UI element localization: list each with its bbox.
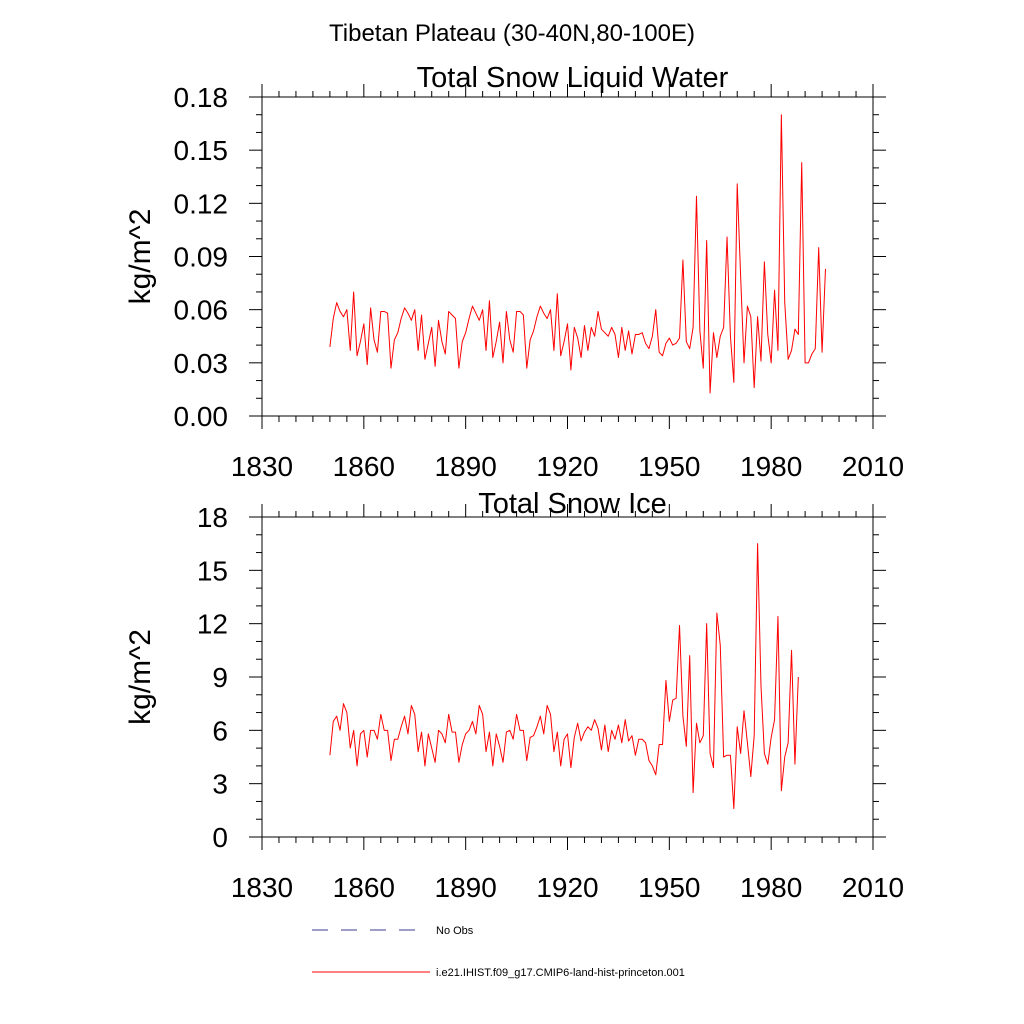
y-tick-label: 9 [212,662,228,693]
y-tick-label: 0.15 [174,135,229,166]
legend: No Obs i.e21.IHIST.f09_g17.CMIP6-land-hi… [312,925,685,979]
x-tick-label: 1860 [333,872,395,903]
panel-snow-liquid-water: 1830 1860 1890 1920 1950 1980 2010 0.00 0.03 0.06… [124,62,904,482]
x-tick-label: 2010 [842,872,904,903]
x-tick-label: 2010 [842,451,904,482]
x-tick-label: 1890 [435,872,497,903]
y-tick-label: 0 [212,822,228,853]
figure-title: Tibetan Plateau (30-40N,80-100E) [329,20,695,47]
y-tick-label: 0.00 [174,401,229,432]
x-tick-label: 1950 [638,872,700,903]
y-tick-label: 0.06 [174,295,229,326]
series-line-0 [329,543,799,810]
y-tick-label: 3 [212,769,228,800]
y-axis-label: kg/m^2 [124,209,157,305]
x-tick-label: 1980 [740,451,802,482]
panel-title: Total Snow Liquid Water [417,62,729,94]
y-tick-label: 0.18 [174,82,229,113]
y-tick-label: 15 [197,555,228,586]
legend-label-model: i.e21.IHIST.f09_g17.CMIP6-land-hist-prin… [436,967,685,979]
x-tick-label: 1920 [536,872,598,903]
y-tick-label: 12 [197,609,228,640]
y-tick-label: 0.09 [174,242,229,273]
y-tick-label: 0.12 [174,188,229,219]
x-tick-label: 1980 [740,872,802,903]
panel-snow-ice: 1830 1860 1890 1920 1950 1980 2010 0 3 6 9 12 15 18 To… [124,488,904,903]
panel-title: Total Snow Ice [478,488,667,520]
series-line-0 [329,114,826,394]
x-tick-label: 1830 [231,451,293,482]
y-tick-label: 6 [212,715,228,746]
x-tick-label: 1950 [638,451,700,482]
x-tick-label: 1890 [435,451,497,482]
x-tick-label: 1860 [333,451,395,482]
y-tick-label: 0.03 [174,348,229,379]
legend-label-no-obs: No Obs [436,925,474,937]
y-tick-label: 18 [197,502,228,533]
x-tick-label: 1920 [536,451,598,482]
x-tick-label: 1830 [231,872,293,903]
y-axis-label: kg/m^2 [124,629,157,725]
